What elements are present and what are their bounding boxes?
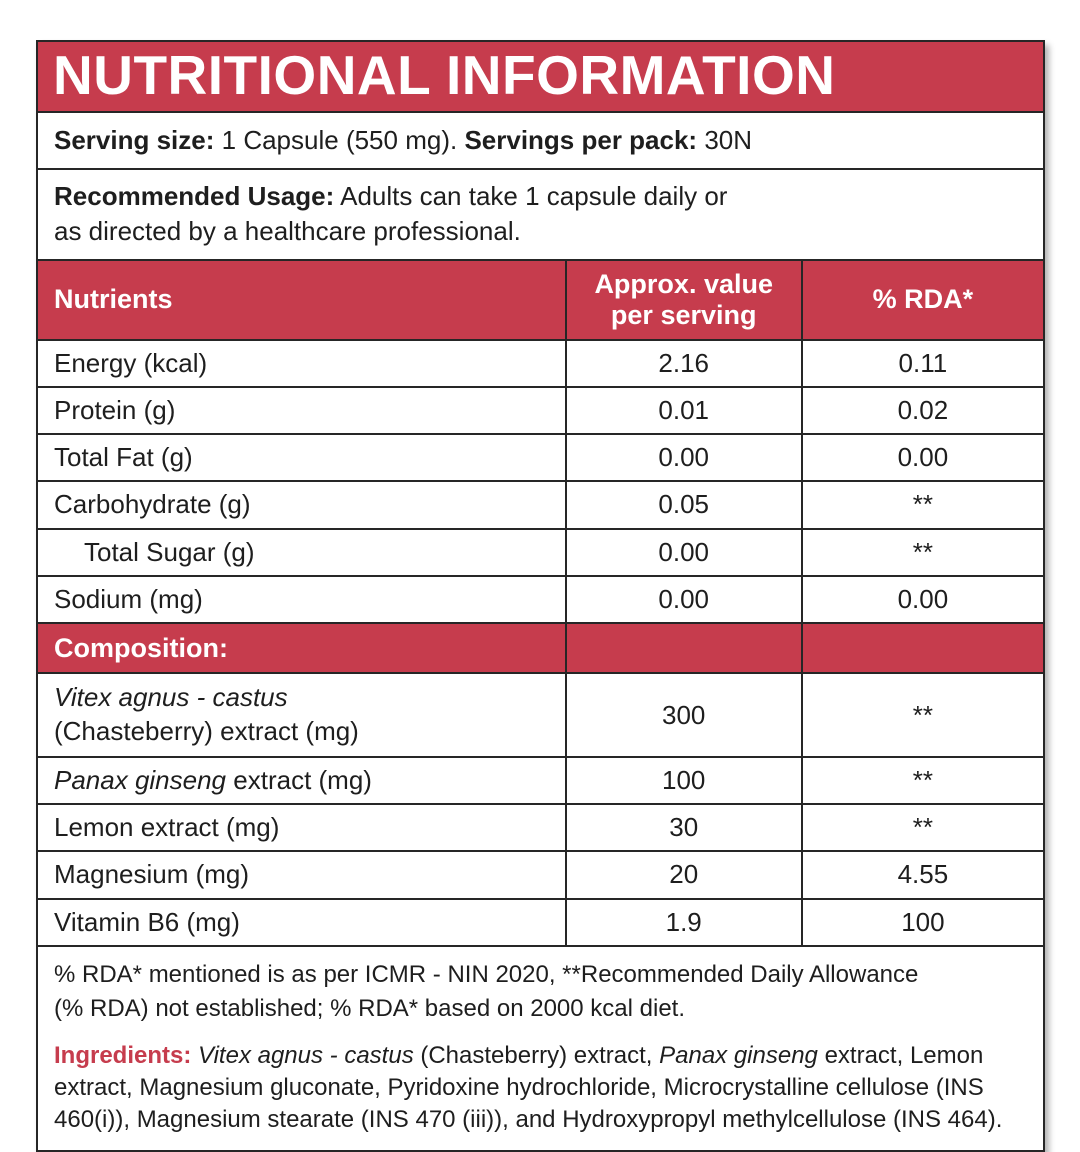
table-row: Panax ginseng extract (mg) 100 ** [37,756,1045,806]
nutrient-rda: ** [800,672,1045,759]
header-row: Nutrients Approx. value per serving % RD… [37,259,1045,341]
table-row: Carbohydrate (g) 0.05 ** [37,480,1045,530]
nutrient-value: 0.01 [564,386,803,436]
nutrient-rda: 0.00 [800,433,1045,483]
nutrient-value: 0.05 [564,480,803,530]
nutrient-rda: 0.11 [800,338,1045,389]
nutrient-name: Total Fat (g) [37,433,567,483]
ingredient-botanical-name: Vitex agnus - castus [198,1041,414,1069]
nutrient-name: Total Sugar (g) [37,527,567,577]
servings-per-pack-value: 30N [704,125,753,156]
table-row: Protein (g) 0.01 0.02 [37,386,1045,436]
nutrient-name: Energy (kcal) [37,338,567,389]
table-row: Energy (kcal) 2.16 0.11 [37,338,1045,389]
nutrient-value: 0.00 [564,433,803,483]
ingredient-botanical-name: Panax ginseng [659,1041,818,1069]
ingredients-label: Ingredients: [54,1041,192,1069]
nutrient-name-rest: (Chasteberry) extract (mg) [54,716,359,747]
nutrient-name: Panax ginseng extract (mg) [37,756,567,806]
table-row: Lemon extract (mg) 30 ** [37,803,1045,853]
nutrient-value: 300 [564,672,803,759]
nutrient-value: 0.00 [564,527,803,577]
rda-footnote: % RDA* mentioned is as per ICMR - NIN 20… [38,944,1043,1030]
label-title: NUTRITIONAL INFORMATION [38,42,1043,114]
nutrient-rda: 0.02 [800,386,1045,436]
nutrient-name-rest: extract (mg) [233,765,372,796]
nutrient-value: 30 [564,803,803,853]
nutrient-rda: ** [800,803,1045,853]
section-empty-cell [564,622,803,675]
rda-footnote-line2: (% RDA) not established; % RDA* based on… [54,994,685,1022]
ingredients: Ingredients: Vitex agnus - castus (Chast… [38,1030,1043,1150]
header-nutrients: Nutrients [37,259,567,341]
nutrients-table: Nutrients Approx. value per serving % RD… [37,259,1045,946]
table-row: Vitamin B6 (mg) 1.9 100 [37,897,1045,946]
table-row: Vitex agnus - castus (Chasteberry) extra… [37,672,1045,759]
table-row: Sodium (mg) 0.00 0.00 [37,574,1045,625]
servings-per-pack-label: Servings per pack: [464,125,698,156]
usage-text-line1: Adults can take 1 capsule daily or [340,181,728,212]
nutrient-rda: ** [800,756,1045,806]
table-row: Total Sugar (g) 0.00 ** [37,527,1045,577]
serving-info: Serving size: 1 Capsule (550 mg). Servin… [38,113,1043,171]
nutrient-value: 100 [564,756,803,806]
header-approx-value: Approx. value per serving [564,259,803,341]
nutrient-name-italic: Panax ginseng [54,765,227,796]
nutrient-rda: ** [800,527,1045,577]
nutrient-rda: 100 [800,897,1045,946]
recommended-usage: Recommended Usage: Adults can take 1 cap… [38,170,1043,261]
nutrient-value: 0.00 [564,574,803,625]
table-body: Energy (kcal) 2.16 0.11 Protein (g) 0.01… [37,338,1045,946]
nutrition-label: NUTRITIONAL INFORMATION Serving size: 1 … [36,40,1045,1152]
nutrient-name: Vitamin B6 (mg) [37,897,567,946]
serving-size-value: 1 Capsule (550 mg). [221,125,458,156]
nutrient-value: 2.16 [564,338,803,389]
table-row: Magnesium (mg) 20 4.55 [37,850,1045,900]
header-rda: % RDA* [800,259,1045,341]
composition-section-row: Composition: [37,622,1045,675]
nutrient-name-italic: Vitex agnus - castus [54,682,288,713]
table-row: Total Fat (g) 0.00 0.00 [37,433,1045,483]
nutrient-name: Magnesium (mg) [37,850,567,900]
nutrient-name: Carbohydrate (g) [37,480,567,530]
usage-text-line2: as directed by a healthcare professional… [54,215,521,246]
table-header: Nutrients Approx. value per serving % RD… [37,259,1045,341]
nutrient-value: 20 [564,850,803,900]
nutrient-name: Vitex agnus - castus (Chasteberry) extra… [37,672,567,759]
nutrient-name: Lemon extract (mg) [37,803,567,853]
rda-footnote-line1: % RDA* mentioned is as per ICMR - NIN 20… [54,960,919,988]
usage-label: Recommended Usage: [54,181,335,212]
nutrient-name: Sodium (mg) [37,574,567,625]
nutrient-name: Protein (g) [37,386,567,436]
nutrient-rda: 4.55 [800,850,1045,900]
composition-section-label: Composition: [37,622,567,675]
ingredients-text: (Chasteberry) extract, [420,1041,653,1069]
section-empty-cell [800,622,1045,675]
nutrient-rda: ** [800,480,1045,530]
nutrient-rda: 0.00 [800,574,1045,625]
nutrient-value: 1.9 [564,897,803,946]
serving-size-label: Serving size: [54,125,215,156]
